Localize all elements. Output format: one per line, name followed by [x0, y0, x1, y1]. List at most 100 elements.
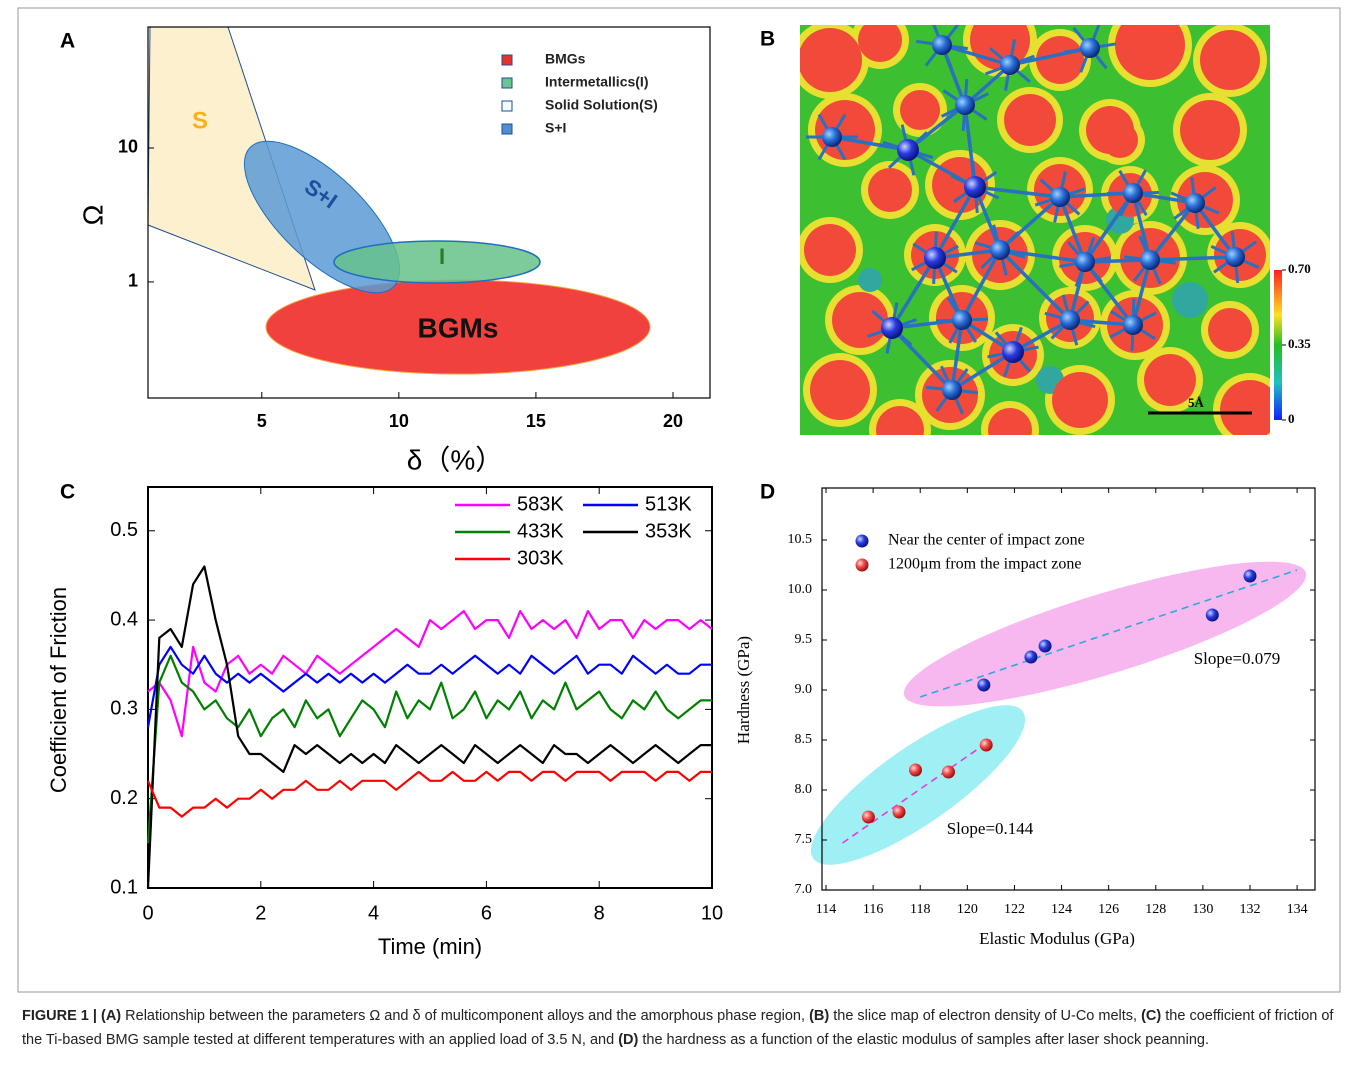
point: [977, 678, 991, 692]
atom: [1002, 341, 1024, 363]
legend-label: BMGs: [545, 51, 586, 67]
bond: [1131, 259, 1152, 326]
x-tick-label: 6: [481, 902, 492, 924]
caption-text: FIGURE 1 | (A): [22, 1008, 122, 1024]
cluster-ellipse: [810, 705, 1026, 865]
density-high: [1052, 372, 1108, 428]
colorbar: [1274, 270, 1282, 420]
atom: [964, 176, 986, 198]
region-label: BGMs: [418, 312, 499, 343]
x-tick-label: 126: [1098, 902, 1119, 917]
density-high: [800, 28, 862, 92]
atom: [952, 310, 972, 330]
legend-swatch: [501, 123, 513, 135]
legend-label: 433K: [517, 520, 564, 542]
atom: [1123, 183, 1143, 203]
atom: [942, 380, 962, 400]
legend-label: 513K: [645, 493, 692, 515]
density-high: [1036, 36, 1084, 84]
y-tick-label: 8.5: [795, 732, 813, 747]
plot-frame: [147, 26, 711, 399]
point: [892, 805, 906, 819]
atom: [1140, 250, 1160, 270]
x-tick-label: 5: [257, 411, 267, 431]
x-tick-label: 114: [816, 902, 836, 917]
x-tick-label: 4: [368, 902, 379, 924]
point: [1024, 650, 1038, 664]
atom: [924, 247, 946, 269]
colorbar-label: 0.35: [1288, 336, 1311, 351]
legend-swatch: [501, 100, 513, 112]
density-high: [900, 90, 940, 130]
density-high: [804, 224, 856, 276]
plot-frame: [147, 486, 713, 889]
x-tick-label: 20: [663, 411, 683, 431]
caption-text: the slice map of electron density of U-C…: [829, 1008, 1142, 1024]
x-tick-label: 128: [1145, 902, 1166, 917]
density-high: [868, 168, 912, 212]
bond: [998, 248, 1072, 322]
legend-label: S+I: [545, 120, 566, 136]
annotation: Slope=0.079: [1194, 649, 1281, 668]
y-tick-label: 7.0: [795, 882, 813, 897]
density-high: [1144, 354, 1196, 406]
y-tick-label: 10: [118, 137, 138, 157]
bond: [933, 186, 977, 259]
bond: [890, 257, 937, 329]
x-tick-label: 15: [526, 411, 546, 431]
figure-border: [17, 7, 1341, 993]
y-axis-label: Coefficient of Friction: [46, 587, 71, 793]
x-tick-label: 130: [1192, 902, 1213, 917]
bond: [1132, 191, 1196, 205]
atom: [1075, 252, 1095, 272]
x-tick-label: 10: [389, 411, 409, 431]
x-tick-label: 124: [1051, 902, 1072, 917]
atom: [955, 95, 975, 115]
y-tick-label: 0.2: [110, 787, 138, 809]
legend-label: Solid Solution(S): [545, 97, 658, 113]
y-axis-label: Hardness (GPa): [734, 636, 753, 744]
density-high: [810, 360, 870, 420]
point: [909, 763, 923, 777]
density-high: [876, 406, 924, 435]
density-high: [858, 25, 902, 62]
bond: [1149, 255, 1236, 262]
x-axis-label: δ（%）: [407, 444, 503, 475]
bond: [941, 43, 1011, 67]
panel-label: A: [60, 30, 75, 53]
x-tick-label: 10: [701, 902, 723, 924]
atom: [1225, 247, 1245, 267]
density-high: [1200, 30, 1260, 90]
colorbar-label: 0.70: [1288, 261, 1311, 276]
y-tick-label: 9.5: [795, 632, 813, 647]
colorbar-label: 0: [1288, 411, 1295, 426]
bond: [951, 350, 1014, 392]
bond: [1058, 196, 1087, 263]
y-tick-label: 0.1: [110, 876, 138, 898]
x-tick-label: 122: [1004, 902, 1025, 917]
panel-label: C: [60, 481, 75, 504]
x-tick-label: 2: [255, 902, 266, 924]
density-high: [1102, 122, 1138, 158]
legend-label: 583K: [517, 493, 564, 515]
bond: [950, 319, 964, 391]
series-line: [146, 645, 712, 728]
density-high: [832, 292, 888, 348]
atom: [990, 240, 1010, 260]
density-high: [1208, 308, 1252, 352]
panel-label: D: [760, 481, 775, 504]
bond: [933, 257, 964, 321]
y-tick-label: 1: [128, 271, 138, 291]
atom: [1080, 38, 1100, 58]
y-tick-label: 10.5: [788, 532, 813, 547]
plot-frame: [821, 487, 1316, 891]
x-tick-label: 8: [594, 902, 605, 924]
caption-text: the coefficient of friction of the Ti-ba…: [22, 1008, 1334, 1048]
atom: [932, 35, 952, 55]
scale-bar-label: 5Å: [1188, 395, 1205, 410]
caption-text: the hardness as a function of the elasti…: [638, 1032, 1209, 1048]
caption-text: (B): [809, 1008, 830, 1024]
x-tick-label: 132: [1239, 902, 1260, 917]
